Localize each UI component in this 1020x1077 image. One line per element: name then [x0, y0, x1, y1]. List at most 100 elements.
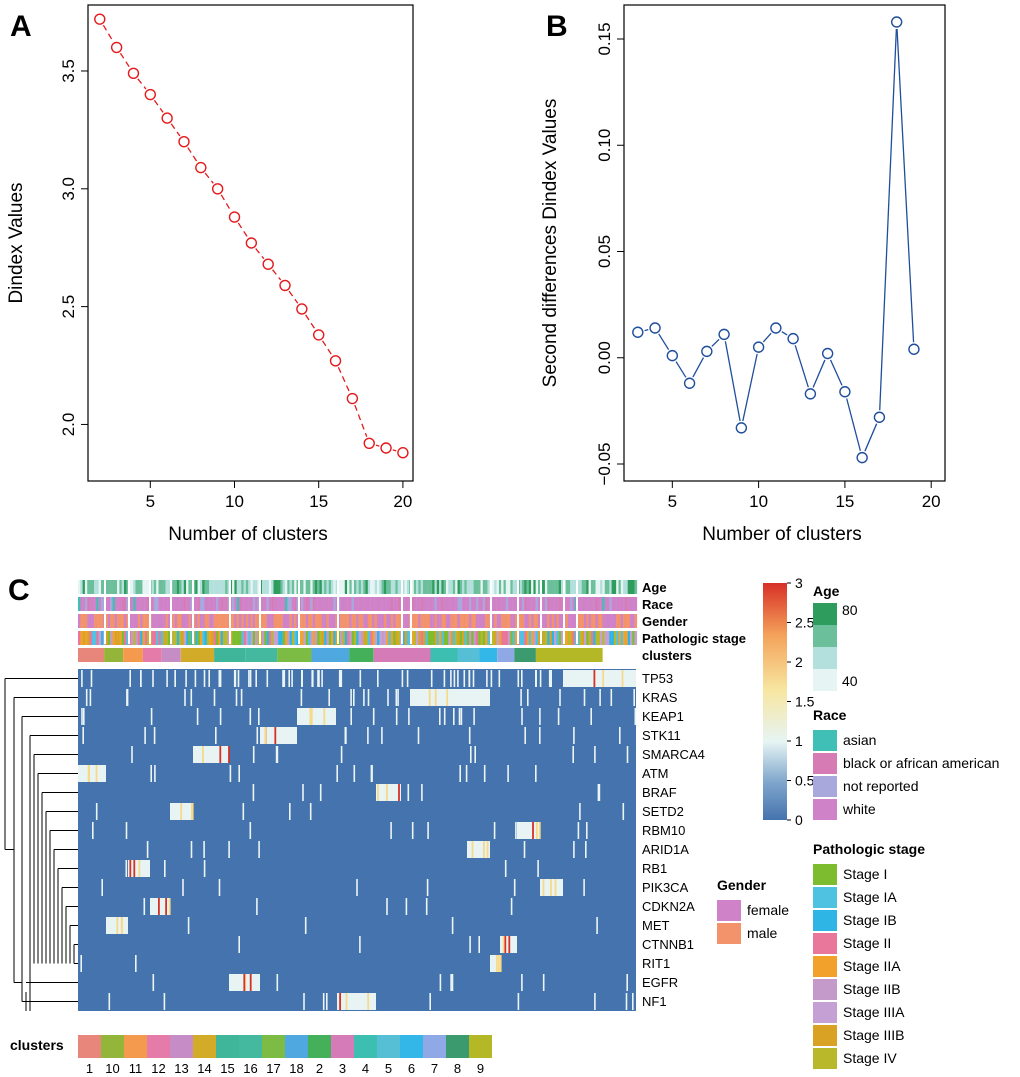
annotation-cell [450, 580, 454, 594]
mutation-tick [577, 822, 580, 839]
annotation-cell [250, 580, 253, 594]
mutation-hot-tick [180, 803, 183, 820]
panel-a-line-segment [137, 78, 147, 90]
clusters-legend-swatch [147, 1035, 170, 1058]
cluster-annotation-block [214, 648, 246, 662]
annotation-cell [273, 614, 276, 628]
annotation-cell [331, 631, 334, 645]
annotation-cell [112, 597, 115, 611]
annotation-cell [234, 631, 237, 645]
annotation-cell [243, 631, 247, 645]
annotation-cell [351, 614, 355, 628]
annotation-cell [342, 597, 345, 611]
cluster-annotation-block [430, 648, 458, 662]
annotation-cell [163, 580, 166, 594]
annotation-cell [377, 580, 380, 594]
cluster-annotation-block [104, 648, 123, 662]
panel-a-line-segment [321, 340, 333, 356]
annotation-cell [80, 597, 83, 611]
annotation-cell [448, 614, 451, 628]
annotation-cell [250, 614, 253, 628]
annotation-cell [632, 631, 635, 645]
annotation-cell [80, 580, 83, 594]
annotation-track-label: Race [642, 597, 673, 612]
annotation-cell [273, 597, 276, 611]
panel-b-line-segment [896, 28, 915, 343]
annotation-cell [367, 580, 371, 594]
annotation-cell [581, 597, 585, 611]
mutation-tick [599, 689, 601, 706]
annotation-cell [328, 631, 332, 645]
annotation-cell [485, 631, 488, 645]
annotation-cell [547, 597, 550, 611]
annotation-cell [96, 597, 99, 611]
clusters-legend-title: clusters [10, 1037, 64, 1053]
panel-a-line-segment [153, 99, 164, 113]
annotation-cell [303, 580, 306, 594]
panel-a-line-segment [305, 314, 316, 330]
annotation-cell [137, 631, 141, 645]
mutation-hot-tick [367, 993, 370, 1010]
mutation-tick [126, 689, 129, 706]
mutation-tick [451, 917, 454, 934]
annotation-cell [216, 631, 219, 645]
annotation-cell [473, 631, 477, 645]
annotation-cell [172, 597, 175, 611]
annotation-cell [492, 614, 495, 628]
mutation-hot-tick [274, 727, 277, 744]
annotation-cell [278, 597, 281, 611]
race-legend-label: black or african american [843, 755, 999, 771]
annotation-cell [176, 597, 180, 611]
annotation-cell [89, 631, 92, 645]
annotation-cell [296, 580, 299, 594]
annotation-cell [153, 631, 157, 645]
annotation-cell [181, 597, 184, 611]
annotation-cell [425, 597, 428, 611]
annotation-cell [374, 631, 378, 645]
annotation-cell [98, 580, 102, 594]
annotation-cell [211, 631, 214, 645]
annotation-cell [294, 631, 297, 645]
annotation-cell [496, 631, 500, 645]
mutation-tick [249, 670, 252, 687]
row-label: PIK3CA [642, 880, 689, 895]
annotation-cell [492, 631, 495, 645]
annotation-cell [478, 597, 481, 611]
annotation-cell [310, 597, 313, 611]
annotation-cell [285, 597, 288, 611]
mutation-tick [626, 746, 629, 763]
mutation-hot-tick [483, 841, 485, 858]
annotation-cell [165, 597, 168, 611]
annotation-cell [395, 631, 398, 645]
panel-b-y-axis-label: Second differences Dindex Values [540, 99, 561, 388]
annotation-cell [275, 580, 279, 594]
annotation-cell [627, 597, 631, 611]
clusters-legend-label: 16 [243, 1061, 257, 1076]
row-label: RB1 [642, 861, 667, 876]
annotation-cell [78, 597, 81, 611]
annotation-cell [252, 597, 256, 611]
annotation-cell [457, 597, 460, 611]
column-gap [104, 578, 106, 644]
annotation-cell [324, 580, 327, 594]
annotation-cell [340, 597, 343, 611]
annotation-cell [466, 614, 470, 628]
annotation-cell [436, 631, 440, 645]
annotation-cell [335, 597, 339, 611]
annotation-cell [112, 614, 115, 628]
clusters-legend-label: 1 [86, 1061, 93, 1076]
annotation-cell [613, 631, 617, 645]
mutation-tick [407, 784, 410, 801]
mutation-tick [517, 670, 520, 687]
annotation-cell [531, 597, 534, 611]
mutation-tick [196, 708, 199, 725]
annotation-cell [533, 597, 536, 611]
annotation-cell [308, 597, 311, 611]
annotation-cell [319, 580, 322, 594]
annotation-cell [358, 614, 362, 628]
annotation-cell [144, 614, 148, 628]
annotation-cell [455, 580, 458, 594]
annotation-cell [232, 580, 235, 594]
annotation-cell [390, 580, 394, 594]
annotation-cell [363, 614, 366, 628]
